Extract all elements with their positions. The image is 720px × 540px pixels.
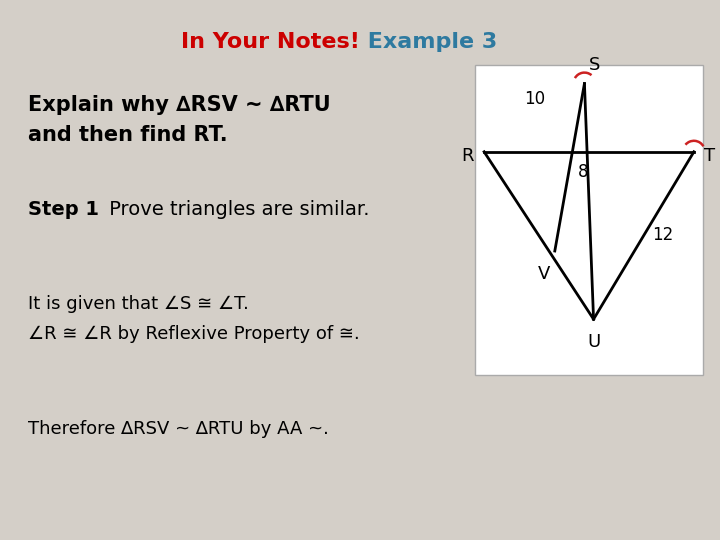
Text: and then find RT.: and then find RT. (28, 125, 228, 145)
Text: Explain why ∆RSV ~ ∆RTU: Explain why ∆RSV ~ ∆RTU (28, 95, 330, 115)
Text: 12: 12 (652, 226, 673, 245)
Text: 8: 8 (577, 163, 588, 181)
Text: ∠R ≅ ∠R by Reflexive Property of ≅.: ∠R ≅ ∠R by Reflexive Property of ≅. (28, 325, 360, 343)
Text: V: V (537, 265, 550, 283)
Bar (475, 65, 703, 375)
Text: In Your Notes!: In Your Notes! (181, 32, 360, 52)
Text: U: U (587, 333, 600, 351)
Text: Therefore ∆RSV ~ ∆RTU by AA ~.: Therefore ∆RSV ~ ∆RTU by AA ~. (28, 420, 329, 438)
Text: S: S (588, 56, 600, 73)
Text: 10: 10 (523, 90, 545, 107)
Text: Prove triangles are similar.: Prove triangles are similar. (103, 200, 369, 219)
Text: Example 3: Example 3 (360, 32, 498, 52)
Text: It is given that ∠S ≅ ∠T.: It is given that ∠S ≅ ∠T. (28, 295, 249, 313)
Text: T: T (704, 147, 715, 165)
Text: Step 1: Step 1 (28, 200, 99, 219)
Text: R: R (462, 147, 474, 165)
